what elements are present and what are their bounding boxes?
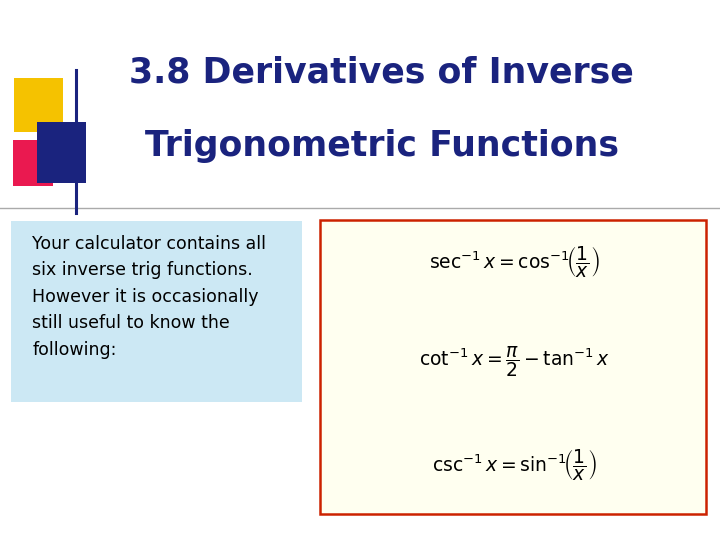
Text: Trigonometric Functions: Trigonometric Functions (145, 129, 618, 163)
FancyBboxPatch shape (11, 221, 302, 402)
Text: $\mathrm{sec}^{-1}\, x = \mathrm{cos}^{-1}\!\left(\dfrac{1}{x}\right)$: $\mathrm{sec}^{-1}\, x = \mathrm{cos}^{-… (429, 245, 600, 279)
Text: $\mathrm{csc}^{-1}\, x = \mathrm{sin}^{-1}\!\left(\dfrac{1}{x}\right)$: $\mathrm{csc}^{-1}\, x = \mathrm{sin}^{-… (433, 447, 597, 482)
Text: $\mathrm{cot}^{-1}\, x = \dfrac{\pi}{2} - \mathrm{tan}^{-1}\, x$: $\mathrm{cot}^{-1}\, x = \dfrac{\pi}{2} … (420, 345, 610, 379)
FancyBboxPatch shape (320, 220, 706, 514)
FancyBboxPatch shape (37, 122, 86, 183)
Text: 3.8 Derivatives of Inverse: 3.8 Derivatives of Inverse (129, 56, 634, 90)
Text: Your calculator contains all
six inverse trig functions.
However it is occasiona: Your calculator contains all six inverse… (32, 235, 266, 359)
FancyBboxPatch shape (13, 140, 53, 186)
FancyBboxPatch shape (14, 78, 63, 132)
